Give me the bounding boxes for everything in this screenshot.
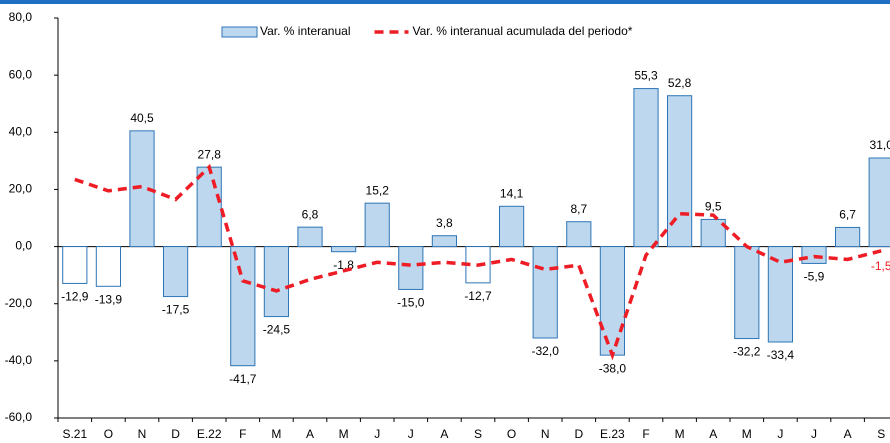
bar [163, 246, 189, 298]
bar [599, 246, 625, 356]
x-tick-label: S [877, 427, 885, 441]
bar [431, 235, 457, 248]
y-tick-label: -40,0 [5, 353, 33, 367]
value-label: -32,0 [532, 344, 560, 358]
bar [331, 246, 357, 253]
x-tick-label: J [408, 427, 414, 441]
x-tick-label: A [709, 427, 717, 441]
value-label: -15,0 [397, 296, 425, 310]
value-label: -41,7 [229, 372, 257, 386]
bar [398, 246, 424, 290]
y-tick-label: -20,0 [5, 296, 33, 310]
y-tick-label: 0,0 [15, 239, 32, 253]
legend-label: Var. % interanual acumulada del periodo* [413, 24, 633, 38]
value-label: -24,5 [263, 323, 291, 337]
y-tick-label: 60,0 [9, 67, 33, 81]
bar [230, 246, 256, 367]
value-label: 3,8 [436, 216, 453, 230]
x-tick-label: M [271, 427, 281, 441]
value-label: -17,5 [162, 303, 190, 317]
x-tick-label: N [541, 427, 550, 441]
x-tick-label: D [171, 427, 180, 441]
bar [62, 246, 88, 284]
value-label: 8,7 [570, 202, 587, 216]
x-tick-label: O [104, 427, 113, 441]
x-tick-label: A [440, 427, 448, 441]
bar [364, 202, 390, 248]
top-border [0, 0, 890, 4]
x-tick-label: S.21 [62, 427, 87, 441]
x-tick-label: M [675, 427, 685, 441]
x-tick-label: F [642, 427, 649, 441]
value-label: 6,8 [302, 207, 319, 221]
y-tick-label: 80,0 [9, 10, 33, 24]
legend-swatch [221, 26, 258, 38]
bar [532, 246, 558, 339]
bar [263, 246, 289, 318]
value-label: -12,7 [464, 289, 492, 303]
x-tick-label: A [844, 427, 852, 441]
value-label: 14,1 [500, 186, 524, 200]
x-tick-label: J [811, 427, 817, 441]
value-label: 9,5 [705, 200, 722, 214]
bar [633, 88, 659, 248]
value-label: -1,5 [871, 259, 890, 273]
value-label: 6,7 [839, 208, 856, 222]
x-tick-label: E.22 [197, 427, 222, 441]
x-tick-label: M [339, 427, 349, 441]
bar [868, 157, 890, 248]
y-tick-label: 20,0 [9, 182, 33, 196]
x-tick-label: S [474, 427, 482, 441]
x-tick-label: J [777, 427, 783, 441]
x-tick-label: M [742, 427, 752, 441]
bar [95, 246, 121, 287]
x-tick-label: N [138, 427, 147, 441]
value-label: 31,0 [870, 138, 890, 152]
x-tick-label: D [574, 427, 583, 441]
value-label: -33,4 [767, 348, 795, 362]
value-label: -12,9 [61, 290, 89, 304]
bar [566, 221, 592, 248]
x-tick-label: O [507, 427, 516, 441]
value-label: -38,0 [599, 361, 627, 375]
bar [734, 246, 760, 340]
bar [835, 226, 861, 248]
bar [499, 205, 525, 248]
value-label: 52,8 [668, 76, 692, 90]
x-tick-label: E.23 [600, 427, 625, 441]
x-tick-label: A [306, 427, 314, 441]
value-label: 40,5 [130, 111, 154, 125]
value-label: -13,9 [95, 292, 123, 306]
bar [297, 226, 323, 248]
y-tick-label: -60,0 [5, 410, 33, 424]
value-label: 55,3 [634, 69, 658, 83]
y-tick-label: 40,0 [9, 124, 33, 138]
value-label: 15,2 [366, 183, 390, 197]
bar [196, 166, 222, 248]
legend-label: Var. % interanual [260, 24, 351, 38]
value-label: -32,2 [733, 345, 761, 359]
line [74, 163, 882, 361]
value-label: 27,8 [198, 147, 222, 161]
x-tick-label: F [239, 427, 246, 441]
value-label: -5,9 [804, 270, 825, 284]
x-tick-label: J [374, 427, 380, 441]
